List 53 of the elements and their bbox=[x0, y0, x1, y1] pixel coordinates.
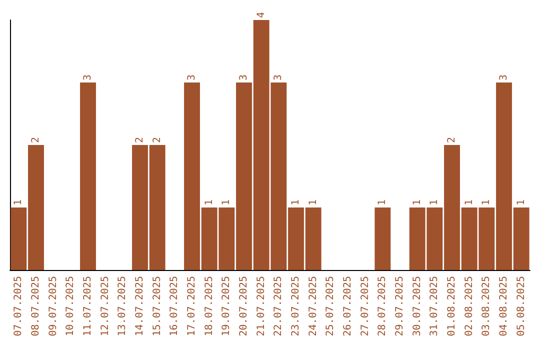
data-label: 4 bbox=[256, 12, 267, 18]
x-tick-label: 10.07.2025 bbox=[65, 276, 76, 336]
x-tick-label: 17.07.2025 bbox=[186, 276, 198, 336]
x-tick-label: 21.07.2025 bbox=[256, 276, 267, 336]
x-tick-label: 05.08.2025 bbox=[516, 276, 527, 336]
data-label: 1 bbox=[429, 199, 440, 206]
data-label: 1 bbox=[516, 199, 527, 206]
data-label: 1 bbox=[412, 199, 423, 206]
data-label: 2 bbox=[152, 136, 163, 143]
x-tick-label: 09.07.2025 bbox=[48, 276, 59, 336]
data-label: 3 bbox=[238, 74, 250, 80]
data-label: 1 bbox=[290, 199, 302, 206]
x-tick-label: 19.07.2025 bbox=[221, 276, 232, 336]
x-tick-label: 23.07.2025 bbox=[290, 276, 302, 336]
x-tick-label: 22.07.2025 bbox=[273, 276, 284, 336]
x-tick-label: 27.07.2025 bbox=[360, 276, 371, 336]
data-label: 3 bbox=[186, 74, 198, 80]
x-tick-label: 30.07.2025 bbox=[412, 276, 423, 336]
data-label: 3 bbox=[82, 74, 94, 80]
x-tick-label: 12.07.2025 bbox=[100, 276, 111, 336]
data-label: 1 bbox=[13, 199, 24, 206]
x-tick-label: 13.07.2025 bbox=[117, 276, 128, 336]
x-tick-label: 15.07.2025 bbox=[152, 276, 163, 336]
x-tick-label: 16.07.2025 bbox=[169, 276, 180, 336]
x-tick-label: 28.07.2025 bbox=[377, 276, 388, 336]
x-tick-label: 08.07.2025 bbox=[30, 276, 42, 336]
x-tick-label: 24.07.2025 bbox=[308, 276, 319, 336]
x-tick-label: 20.07.2025 bbox=[238, 276, 250, 336]
x-tick-label: 07.07.2025 bbox=[13, 276, 24, 336]
x-tick-label: 31.07.2025 bbox=[429, 276, 440, 336]
bar bbox=[374, 208, 391, 270]
x-tick-label: 18.07.2025 bbox=[204, 276, 215, 336]
data-label: 2 bbox=[446, 136, 458, 143]
data-label: 1 bbox=[308, 199, 319, 206]
data-label: 1 bbox=[204, 199, 215, 206]
data-label: 3 bbox=[498, 74, 510, 80]
x-tick-label: 26.07.2025 bbox=[342, 276, 354, 336]
data-label: 2 bbox=[30, 136, 42, 143]
x-tick-label: 03.08.2025 bbox=[481, 276, 492, 336]
x-tick-label: 01.08.2025 bbox=[446, 276, 458, 336]
data-label: 3 bbox=[273, 74, 284, 80]
x-tick-label: 14.07.2025 bbox=[134, 276, 146, 336]
x-tick-label: 11.07.2025 bbox=[82, 276, 94, 336]
data-label: 1 bbox=[481, 199, 492, 206]
x-tick-label: 02.08.2025 bbox=[464, 276, 475, 336]
data-label: 2 bbox=[134, 136, 146, 143]
x-tick-label: 25.07.2025 bbox=[325, 276, 336, 336]
x-tick-label: 29.07.2025 bbox=[394, 276, 406, 336]
data-label: 1 bbox=[377, 199, 388, 206]
x-tick-label: 04.08.2025 bbox=[498, 276, 510, 336]
data-label: 1 bbox=[464, 199, 475, 206]
data-label: 1 bbox=[221, 199, 232, 206]
bar bbox=[80, 82, 96, 270]
